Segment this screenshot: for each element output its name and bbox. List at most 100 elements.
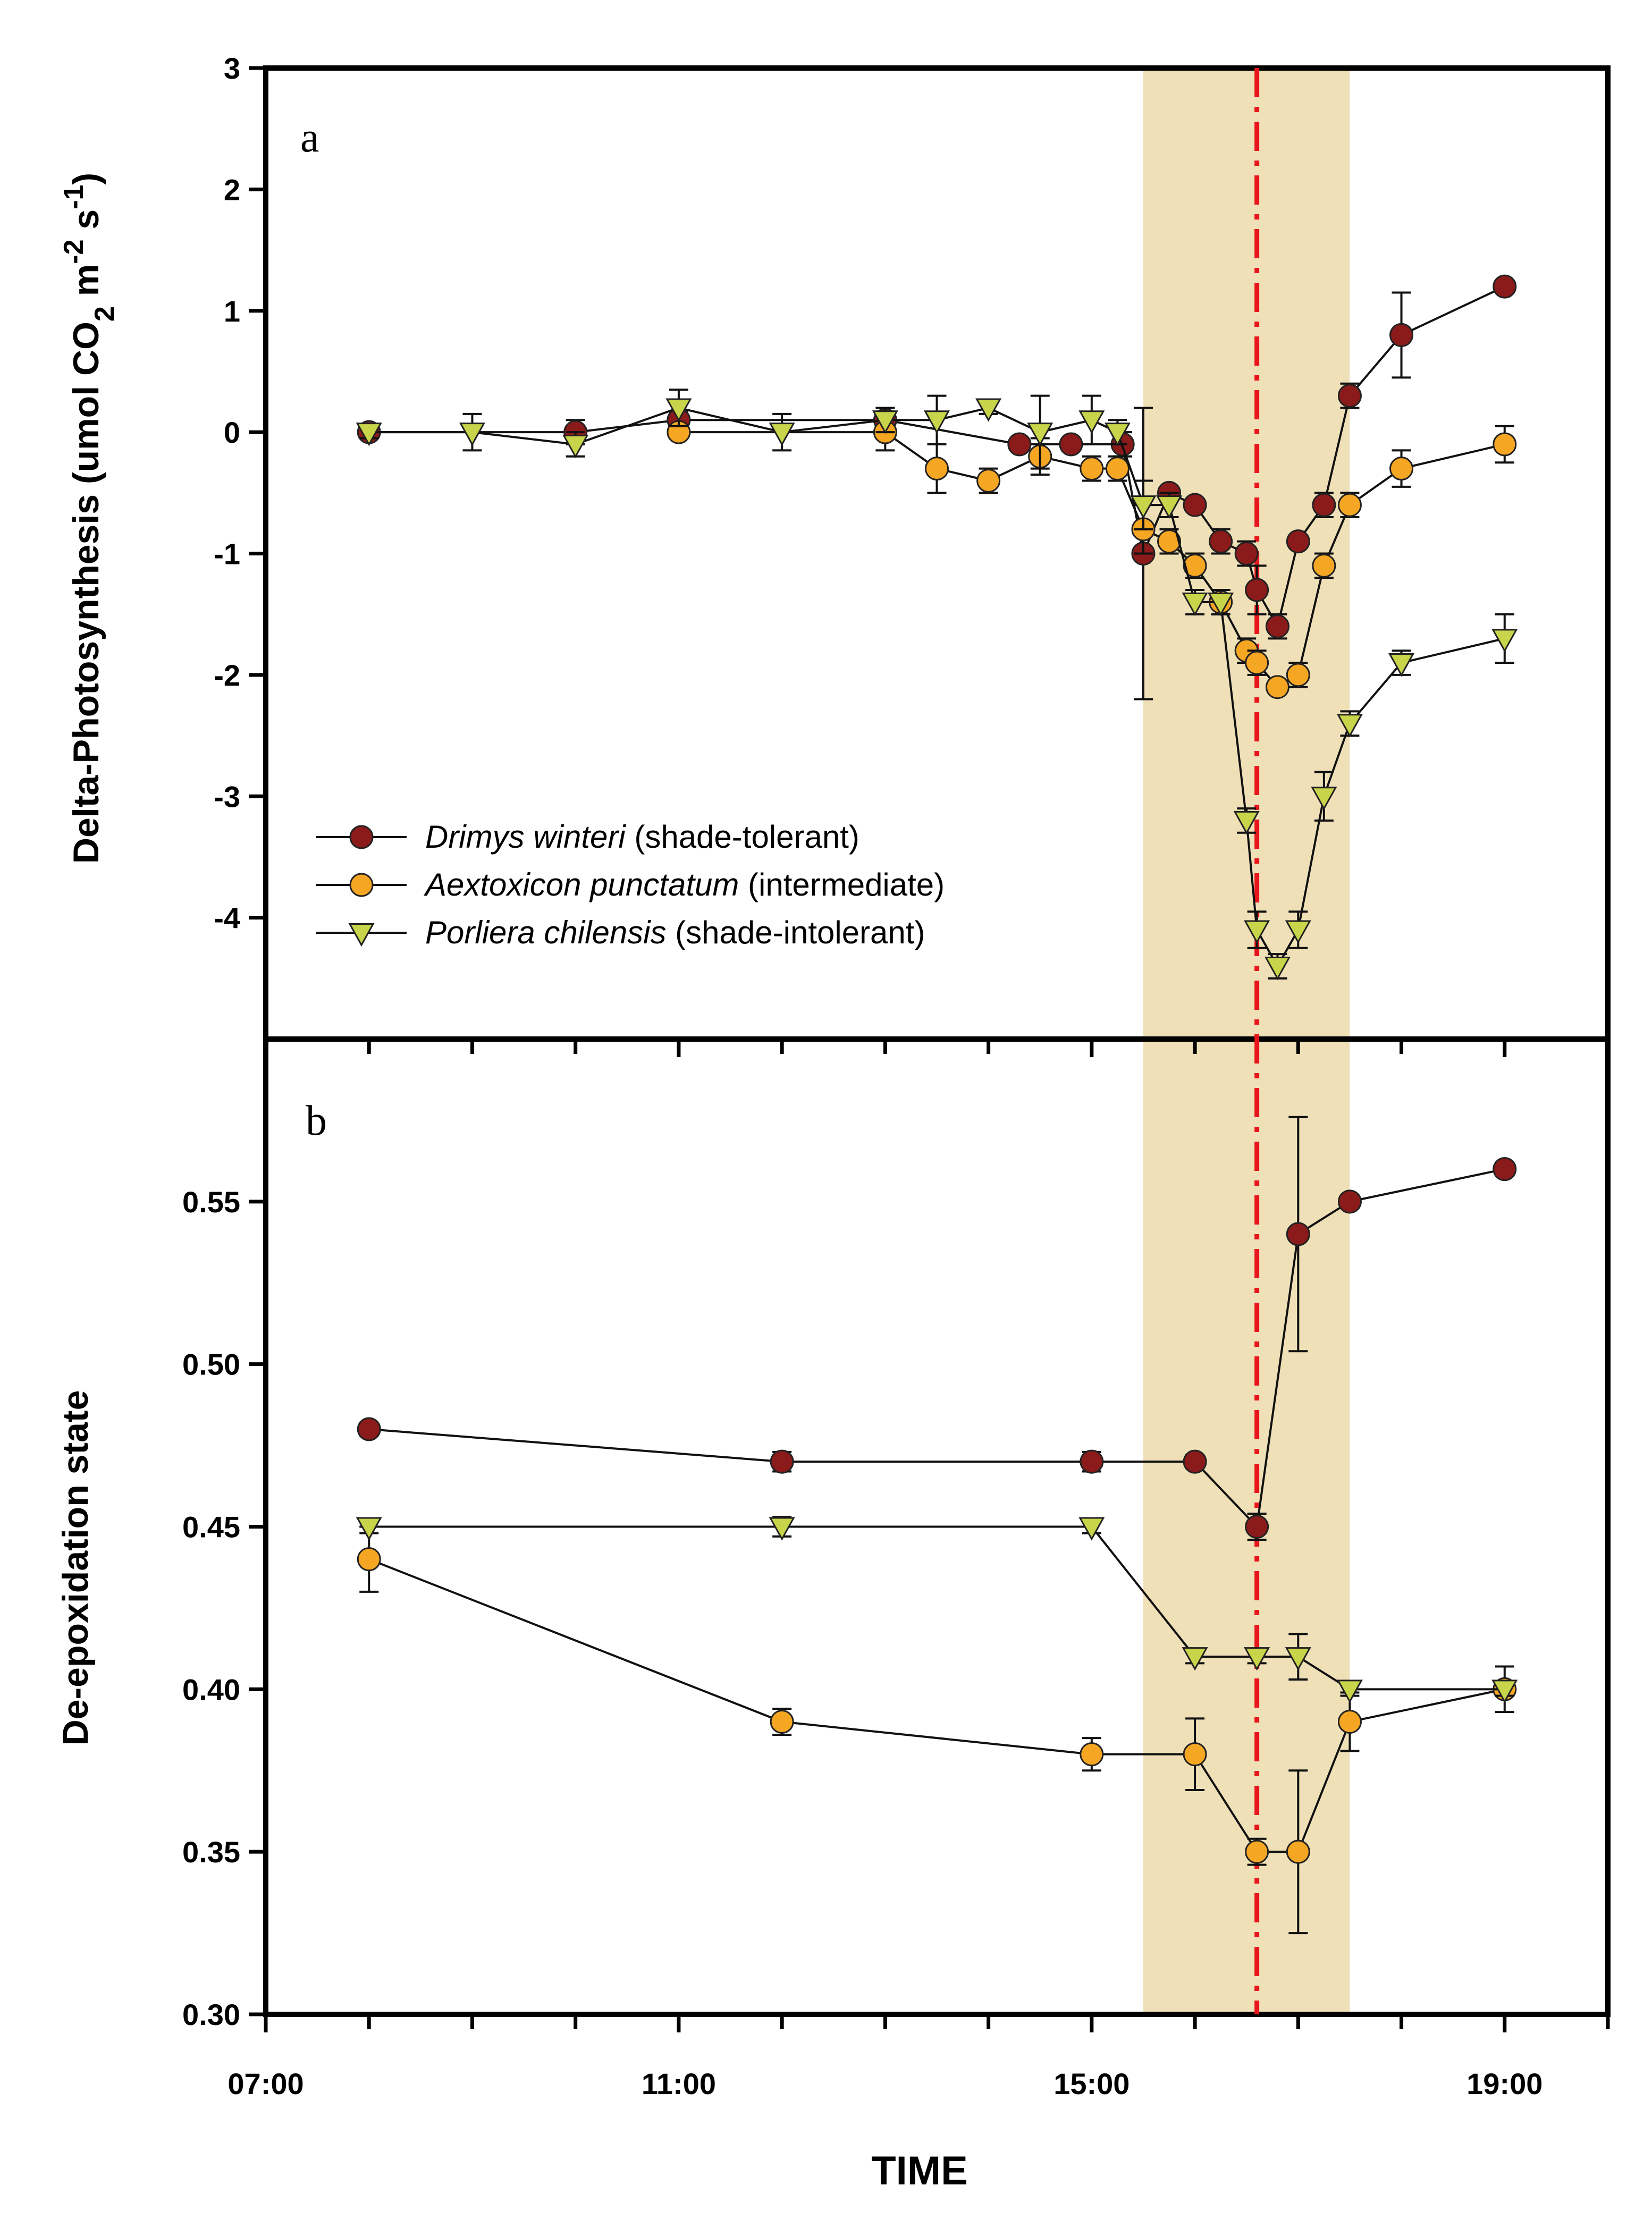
data-point-drimys bbox=[1234, 542, 1259, 566]
data-point-drimys bbox=[357, 1417, 381, 1441]
data-point-drimys bbox=[770, 1449, 794, 1474]
data-point-drimys bbox=[1245, 1515, 1269, 1539]
y-tick-label-a: 0 bbox=[224, 416, 240, 449]
series-b-aextoxicon bbox=[357, 1525, 1517, 1935]
data-point-aextoxicon bbox=[925, 457, 949, 481]
data-point-aextoxicon bbox=[1157, 529, 1182, 554]
data-point-aextoxicon bbox=[1286, 1839, 1310, 1864]
data-point-porliera bbox=[1311, 787, 1337, 811]
legend-marker bbox=[349, 873, 374, 897]
data-point-porliera bbox=[1264, 956, 1291, 981]
data-point-aextoxicon bbox=[1286, 663, 1310, 687]
x-tick-label: 07:00 bbox=[227, 2067, 304, 2100]
data-point-porliera bbox=[1182, 1647, 1208, 1671]
data-point-aextoxicon bbox=[1183, 553, 1207, 578]
data-point-drimys bbox=[1286, 529, 1310, 554]
data-point-porliera bbox=[562, 434, 589, 459]
y-tick-label-a: 2 bbox=[224, 173, 240, 206]
data-point-aextoxicon bbox=[1312, 553, 1336, 578]
data-point-drimys bbox=[1209, 529, 1233, 554]
data-point-porliera bbox=[1244, 1647, 1270, 1671]
data-point-porliera bbox=[1491, 629, 1518, 653]
data-point-drimys bbox=[1007, 432, 1032, 457]
data-point-drimys bbox=[1493, 1157, 1517, 1181]
data-point-aextoxicon bbox=[1493, 432, 1517, 457]
panel-letter-b: b bbox=[306, 1098, 327, 1144]
data-point-porliera bbox=[1233, 811, 1260, 835]
data-point-drimys bbox=[1312, 493, 1336, 517]
data-point-porliera bbox=[1208, 592, 1234, 617]
data-point-porliera bbox=[1078, 410, 1105, 434]
series-line-aextoxicon bbox=[368, 1558, 1505, 1853]
legend-label: Porliera chilensis (shade-intolerant) bbox=[425, 915, 925, 950]
y-tick-label-b: 0.50 bbox=[182, 1348, 240, 1381]
data-point-porliera bbox=[1285, 920, 1311, 944]
data-point-drimys bbox=[1493, 274, 1517, 299]
data-point-porliera bbox=[459, 423, 486, 446]
data-point-porliera bbox=[1336, 714, 1363, 738]
legend-item-porliera: Porliera chilensis (shade-intolerant) bbox=[316, 915, 925, 950]
data-point-aextoxicon bbox=[1080, 457, 1104, 481]
data-point-aextoxicon bbox=[1105, 457, 1130, 481]
data-point-porliera bbox=[1244, 920, 1270, 944]
data-point-porliera bbox=[356, 423, 382, 446]
y-axis-title-a: Delta-Photosynthesis (umol CO2 m-2 s-1) bbox=[58, 173, 120, 864]
data-point-aextoxicon bbox=[770, 1710, 794, 1734]
plot-frame bbox=[263, 65, 1611, 2017]
series-a-drimys bbox=[357, 274, 1517, 701]
legend: Drimys winteri (shade-tolerant) Aextoxico… bbox=[316, 819, 945, 950]
data-point-aextoxicon bbox=[1245, 651, 1269, 675]
data-point-drimys bbox=[1059, 432, 1083, 457]
data-point-porliera bbox=[1078, 1517, 1105, 1541]
legend-marker bbox=[349, 825, 374, 849]
y-tick-label-b: 0.45 bbox=[182, 1510, 240, 1544]
data-point-porliera bbox=[356, 1517, 382, 1541]
legend-marker bbox=[348, 923, 375, 947]
data-point-porliera bbox=[1336, 1680, 1363, 1703]
data-point-porliera bbox=[923, 410, 950, 434]
series-a-porliera bbox=[356, 389, 1518, 981]
y-tick-label-a: -3 bbox=[214, 780, 240, 813]
y-tick-label-b: 0.30 bbox=[182, 1998, 240, 2031]
legend-label: Drimys winteri (shade-tolerant) bbox=[425, 819, 859, 855]
data-point-drimys bbox=[1080, 1449, 1104, 1474]
y-tick-label-a: 3 bbox=[224, 52, 240, 85]
data-point-porliera bbox=[769, 1517, 795, 1541]
data-point-porliera bbox=[665, 398, 692, 422]
y-tick-label-a: -2 bbox=[214, 659, 240, 692]
data-point-drimys bbox=[1389, 323, 1414, 347]
data-point-aextoxicon bbox=[1265, 675, 1289, 699]
data-point-drimys bbox=[1245, 578, 1269, 602]
series-layer bbox=[356, 274, 1518, 1935]
x-axis-title: TIME bbox=[871, 2148, 968, 2193]
y-tick-label-a: 1 bbox=[224, 294, 240, 328]
series-a-aextoxicon bbox=[667, 412, 1517, 699]
data-point-porliera bbox=[769, 423, 795, 446]
series-b-drimys bbox=[357, 1116, 1517, 1541]
legend-item-aextoxicon: Aextoxicon punctatum (intermediate) bbox=[316, 867, 945, 902]
x-tick-label: 15:00 bbox=[1053, 2067, 1130, 2100]
data-point-aextoxicon bbox=[1337, 1710, 1362, 1734]
y-tick-label-b: 0.35 bbox=[182, 1835, 240, 1869]
data-point-porliera bbox=[1182, 592, 1208, 617]
x-tick-label: 11:00 bbox=[642, 2067, 716, 2100]
panel-letter-a: a bbox=[300, 114, 319, 161]
data-point-drimys bbox=[1337, 1189, 1362, 1214]
x-tick-label: 19:00 bbox=[1466, 2067, 1543, 2100]
series-b-porliera bbox=[356, 1516, 1518, 1703]
data-point-porliera bbox=[1156, 495, 1183, 519]
data-point-porliera bbox=[1130, 495, 1157, 519]
data-point-porliera bbox=[1491, 1680, 1518, 1703]
y-tick-label-b: 0.40 bbox=[182, 1673, 240, 1706]
data-point-porliera bbox=[1104, 423, 1131, 446]
data-point-porliera bbox=[872, 410, 898, 434]
data-point-drimys bbox=[1183, 1449, 1207, 1474]
data-point-drimys bbox=[1337, 384, 1362, 408]
data-point-aextoxicon bbox=[1389, 457, 1414, 481]
tick-layer: 3 2 1 0 -1 -2 -3 -4 0.30 0.35 0.40 0.45 0.50 0.55 07:0… bbox=[182, 52, 1610, 2100]
y-tick-label-b: 0.55 bbox=[182, 1185, 240, 1219]
data-point-drimys bbox=[1183, 493, 1207, 517]
data-point-porliera bbox=[975, 398, 1002, 422]
data-point-porliera bbox=[1388, 653, 1415, 677]
data-point-aextoxicon bbox=[1245, 1839, 1269, 1864]
